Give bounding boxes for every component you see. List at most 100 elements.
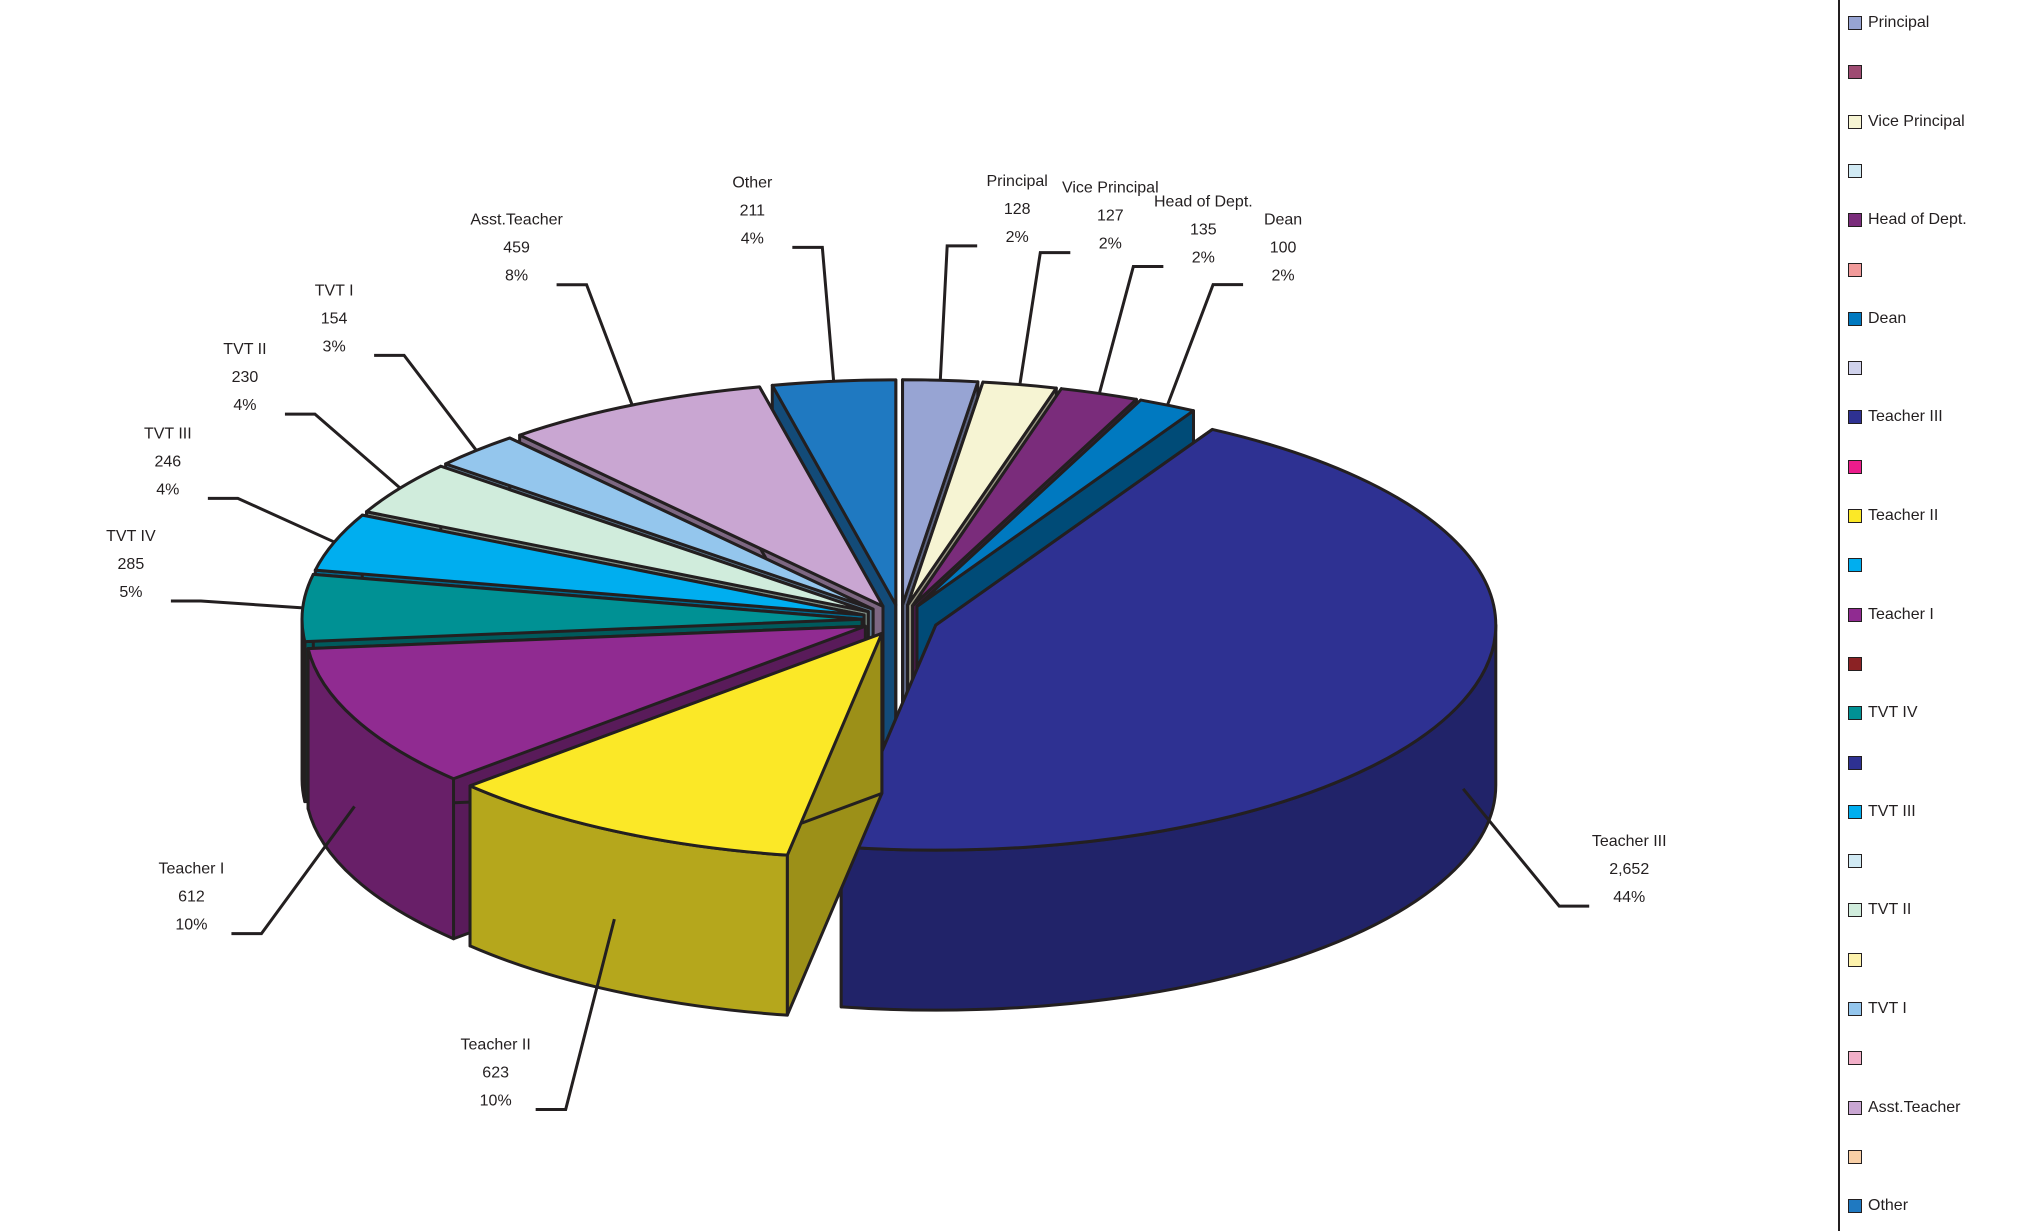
legend-swatch	[1848, 65, 1862, 80]
leader-line-head-of-dept	[1097, 264, 1164, 394]
slice-count-principal: 128	[1004, 201, 1031, 218]
legend-item-unlabeled-15	[1848, 753, 1868, 773]
pie-slice-top-teacher-i	[306, 624, 867, 781]
slice-label-head-of-dept: Head of Dept.	[1154, 193, 1253, 210]
pie-slice-top-head-of-dept	[911, 387, 1138, 608]
legend-item-unlabeled-23	[1848, 1147, 1868, 1167]
slice-label-teacher-iii: Teacher III	[1592, 833, 1667, 850]
slice-percent-other: 4%	[741, 230, 764, 247]
leader-line-dean	[1166, 283, 1244, 406]
leader-line-tvt-iii	[207, 496, 335, 544]
legend-swatch	[1848, 607, 1862, 622]
legend-swatch	[1848, 804, 1862, 819]
slice-count-teacher-i: 612	[178, 889, 205, 906]
legend-label: Teacher III	[1868, 408, 1943, 426]
legend-label: TVT II	[1868, 901, 1912, 919]
legend-swatch	[1848, 903, 1862, 918]
pie-slices	[300, 378, 1498, 1017]
slice-label-tvt-iii: TVT III	[144, 425, 192, 442]
legend-swatch	[1848, 558, 1862, 573]
legend-label: TVT III	[1868, 802, 1916, 820]
slice-count-asst-teacher: 459	[503, 240, 530, 257]
pie-slice-top-tvt-i	[444, 436, 875, 611]
legend-item-dean: Dean	[1848, 309, 1906, 329]
legend-swatch	[1848, 706, 1862, 721]
pie-slice-teacher-iii	[839, 427, 1498, 1012]
slice-percent-head-of-dept: 2%	[1192, 249, 1215, 266]
legend-item-unlabeled-11	[1848, 555, 1868, 575]
legend-swatch	[1848, 163, 1862, 178]
slice-percent-teacher-i: 10%	[175, 917, 207, 934]
pie-slice-top-principal	[901, 378, 980, 607]
legend-item-vice-principal: Vice Principal	[1848, 112, 1965, 132]
legend-swatch	[1848, 361, 1862, 376]
legend-item-teacher-ii: Teacher II	[1848, 506, 1938, 526]
slice-percent-teacher-iii: 44%	[1613, 889, 1645, 906]
legend-swatch	[1848, 854, 1862, 869]
legend-label: TVT IV	[1868, 704, 1918, 722]
legend-label: Teacher II	[1868, 507, 1939, 524]
legend-swatch	[1848, 656, 1862, 671]
slice-label-vice-principal: Vice Principal	[1062, 180, 1159, 197]
legend-label: Vice Principal	[1868, 112, 1965, 130]
legend-swatch	[1848, 755, 1862, 770]
leader-line-vice-principal	[1018, 251, 1071, 385]
legend-label: Asst.Teacher	[1868, 1098, 1961, 1116]
slice-percent-teacher-ii: 10%	[480, 1092, 512, 1109]
legend-item-tvt-i: TVT I	[1848, 999, 1907, 1019]
slice-count-head-of-dept: 135	[1190, 221, 1217, 238]
slice-percent-tvt-iv: 5%	[119, 584, 142, 601]
legend-item-unlabeled-9	[1848, 457, 1868, 477]
legend-label: Other	[1868, 1197, 1909, 1215]
legend: Principal Vice Principal Head of Dept. Dean…	[1838, 0, 2030, 1231]
slice-count-dean: 100	[1270, 240, 1297, 257]
leader-line-other	[792, 245, 836, 382]
legend-item-teacher-iii: Teacher III	[1848, 407, 1943, 427]
legend-swatch	[1848, 410, 1862, 425]
pie-slice-top-teacher-iii	[839, 427, 1498, 852]
pie-slice-top-tvt-iii	[313, 513, 866, 617]
slice-label-tvt-ii: TVT II	[223, 341, 266, 358]
pie-slice-teacher-ii	[468, 631, 884, 1017]
slice-label-tvt-i: TVT I	[315, 282, 354, 299]
exploded-3d-pie-chart: Principal 128 2% Vice Principal 127 2% Head of…	[106, 173, 1667, 1111]
legend-label: Dean	[1868, 309, 1907, 327]
legend-item-unlabeled-17	[1848, 851, 1868, 871]
legend-swatch	[1848, 16, 1862, 30]
legend-swatch	[1848, 262, 1862, 277]
legend-item-unlabeled-3	[1848, 161, 1868, 181]
legend-swatch	[1848, 1051, 1862, 1066]
slice-label-teacher-i: Teacher I	[159, 861, 225, 878]
slice-percent-tvt-ii: 4%	[233, 397, 256, 414]
pie-slice-top-tvt-iv	[300, 572, 864, 644]
leader-line-tvt-i	[374, 353, 478, 452]
leader-line-teacher-ii	[535, 918, 616, 1111]
legend-swatch	[1848, 1199, 1862, 1214]
legend-item-unlabeled-19	[1848, 950, 1868, 970]
legend-swatch	[1848, 459, 1862, 474]
slice-percent-principal: 2%	[1006, 229, 1029, 246]
slice-label-asst-teacher: Asst.Teacher	[470, 212, 563, 229]
slice-count-tvt-iv: 285	[118, 556, 145, 573]
legend-swatch	[1848, 311, 1862, 326]
pie-slice-top-asst-teacher	[518, 385, 885, 608]
legend-item-teacher-i: Teacher I	[1848, 605, 1934, 625]
slice-count-other: 211	[740, 202, 766, 219]
pie-slice-top-other	[770, 378, 898, 607]
legend-item-unlabeled-1	[1848, 62, 1868, 82]
legend-swatch	[1848, 509, 1862, 523]
slice-label-other: Other	[732, 174, 773, 191]
legend-item-asst-teacher: Asst.Teacher	[1848, 1098, 1960, 1118]
legend-item-tvt-ii: TVT II	[1848, 900, 1911, 920]
slice-percent-vice-principal: 2%	[1099, 236, 1122, 253]
slice-count-tvt-i: 154	[321, 310, 348, 327]
legend-label: TVT I	[1868, 1000, 1907, 1017]
slice-percent-tvt-iii: 4%	[156, 481, 179, 498]
slice-label-tvt-iv: TVT IV	[106, 528, 156, 545]
slice-count-teacher-ii: 623	[482, 1064, 509, 1081]
slice-percent-dean: 2%	[1272, 268, 1295, 285]
slice-label-dean: Dean	[1264, 212, 1302, 229]
slice-count-tvt-ii: 230	[232, 369, 259, 386]
leader-lines	[170, 244, 1590, 1111]
legend-label: Principal	[1868, 14, 1930, 31]
